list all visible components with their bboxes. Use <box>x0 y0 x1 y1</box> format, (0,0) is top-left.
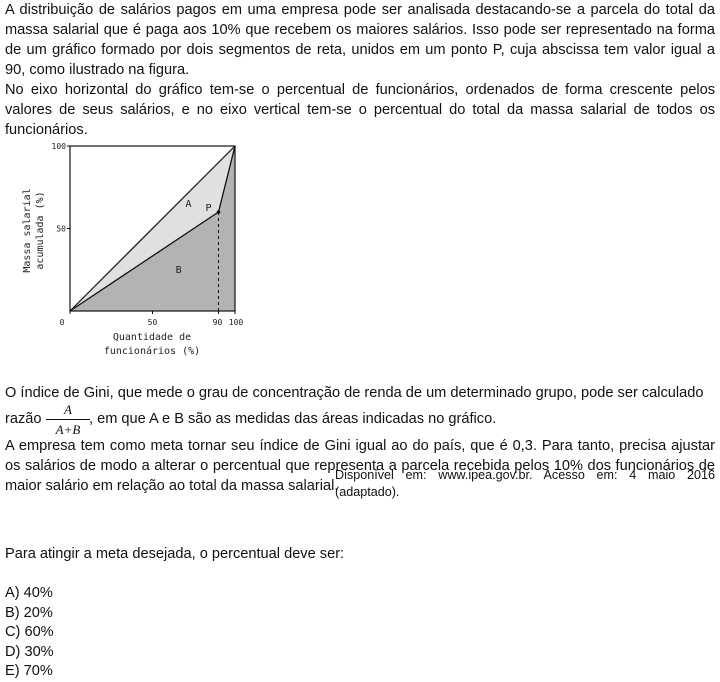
point-p-label: P <box>206 203 212 214</box>
x-axis-label-line-2: funcionários (%) <box>104 345 200 357</box>
y-axis-label-line-1: Massa salarial <box>22 188 33 272</box>
gini-prefix: razão <box>5 411 42 427</box>
option-d[interactable]: D) 30% <box>5 643 54 660</box>
x-tick-label: 100 <box>229 318 244 327</box>
answer-options: A) 40% B) 20% C) 60% D) 30% E) 70% <box>5 584 54 682</box>
y-tick-label: 50 <box>56 225 66 234</box>
gini-suffix: , em que A e B são as medidas das áreas … <box>89 411 497 427</box>
x-tick-label: 0 <box>60 318 65 327</box>
gini-fraction: A A+B <box>46 402 90 438</box>
intro-paragraph-1: A distribuição de salários pagos em uma … <box>5 2 715 78</box>
lorenz-chart: P A B 100 50 0 50 90 100 Quantidade de funcio… <box>20 138 260 366</box>
source-citation: Disponível em: www.ipea.gov.br. Acesso e… <box>335 468 715 499</box>
option-e[interactable]: E) 70% <box>5 663 53 679</box>
question-prompt: Para atingir a meta desejada, o percentu… <box>5 546 345 562</box>
x-tick-label: 50 <box>148 318 158 327</box>
option-c[interactable]: C) 60% <box>5 624 54 640</box>
region-b-area <box>70 146 235 311</box>
fraction-denominator: A+B <box>55 422 81 437</box>
intro-paragraph-2: No eixo horizontal do gráfico tem-se o p… <box>5 82 715 138</box>
option-b[interactable]: B) 20% <box>5 604 53 621</box>
x-axis-label-line-1: Quantidade de <box>113 332 191 343</box>
lorenz-chart-svg: P A B 100 50 0 50 90 100 Quantidade de funcio… <box>22 142 244 357</box>
fraction-numerator: A <box>46 402 90 420</box>
region-b-label: B <box>176 265 182 276</box>
equality-line <box>69 145 236 312</box>
y-tick-label: 100 <box>52 142 67 151</box>
point-p-marker <box>216 210 221 214</box>
goal-paragraph: A empresa tem como meta tornar seu índic… <box>5 438 715 494</box>
axis-ticks: 100 50 0 50 90 100 <box>52 142 244 327</box>
region-a-label: A <box>186 199 192 210</box>
gini-definition-line-2: razão <box>5 409 42 429</box>
option-a[interactable]: A) 40% <box>5 585 53 601</box>
gini-definition-line-1: O índice de Gini, que mede o grau de con… <box>5 385 704 401</box>
x-tick-label: 90 <box>213 318 223 327</box>
y-axis-label-line-2: acumulada (%) <box>35 191 46 269</box>
